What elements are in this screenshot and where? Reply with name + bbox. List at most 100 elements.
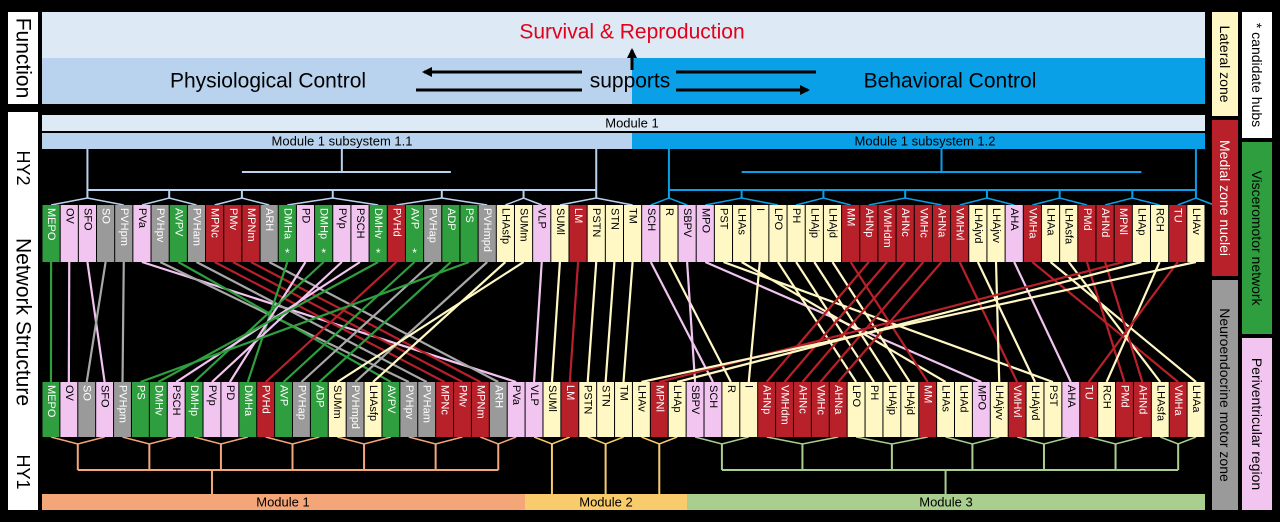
- hy1-node-label: PVp: [206, 385, 218, 406]
- connection-aha: [1013, 261, 1072, 383]
- hy2-node-so: [97, 205, 115, 262]
- hy1-module2-bar: [525, 494, 687, 510]
- supports-label: supports: [590, 70, 671, 93]
- tree-leaf-fan: [959, 197, 1015, 206]
- hy2-node-lpo: [769, 205, 787, 262]
- connection-dmhp: [193, 261, 325, 383]
- hy1-node-lhav: [632, 382, 650, 437]
- connection-tu: [1087, 261, 1179, 383]
- hy2-node-label: PMd: [1081, 208, 1093, 231]
- hy2-node-dmhp: [315, 205, 333, 262]
- hy1-node-label: LHAa: [1190, 385, 1202, 413]
- hy1-node-lhasfa: [1151, 382, 1169, 437]
- hy1-node-avpv: [382, 382, 400, 437]
- connection-vlp: [532, 261, 543, 383]
- hy2-node-label: AHNp: [863, 208, 875, 237]
- hy2-node-tu: [1169, 205, 1187, 262]
- tree-leaf-fan: [1104, 197, 1160, 206]
- hy1-node-label: TU: [1083, 385, 1095, 400]
- hy1-node-label: ARH: [492, 385, 504, 408]
- hy1-node-label: PVa: [510, 385, 522, 406]
- hy1-node-label: PVHap: [295, 385, 307, 420]
- hy2-node-pvp: [333, 205, 351, 262]
- hy2-node-lhaa: [1041, 205, 1060, 262]
- hy2-node-adp: [442, 205, 460, 262]
- hy2-node-label: VMHdm: [881, 208, 893, 248]
- hy2-node-vmhvl: [951, 205, 969, 262]
- hy1-node-pmv: [454, 382, 471, 437]
- hy2-node-pst: [714, 205, 733, 262]
- hy2-node-pva: [133, 205, 151, 262]
- connection-pstn: [586, 261, 598, 383]
- hy2-node-dmha: [278, 205, 296, 262]
- hy2-node-label: SFO: [81, 208, 93, 231]
- connection-lhajvv: [994, 261, 1001, 383]
- hy2-node-label: LHAsfa: [1063, 208, 1075, 245]
- hy2-node-label: STN: [608, 208, 620, 230]
- hy1-node-pd: [221, 382, 239, 437]
- hy1-node-lhajd: [901, 382, 919, 437]
- hub-star: *: [321, 246, 326, 260]
- tree-leaf-fan: [122, 436, 177, 445]
- hy2-node-pvhpv: [151, 205, 169, 262]
- hy2-node-lm: [569, 205, 587, 262]
- hy2-node-arh: [260, 205, 278, 262]
- tree-leaf-fan: [214, 197, 270, 206]
- hy1-node-label: PVHd: [260, 385, 272, 414]
- connection-sch: [649, 261, 714, 383]
- tree-leaf-fan: [705, 197, 779, 206]
- hy2-node-mpo: [696, 205, 714, 262]
- hy2-node-label: MEPO: [45, 208, 57, 241]
- hy1-node-label: VMHvl: [1011, 385, 1023, 417]
- connection-lhasfa: [1067, 261, 1162, 383]
- connection-ahnc: [801, 261, 906, 383]
- legend-hubs-box: [1242, 12, 1272, 138]
- connection-vmhc: [819, 261, 925, 383]
- tree-leaf-fan: [50, 197, 124, 206]
- hy1-node-ahna: [829, 382, 847, 437]
- hy1-node-label: PSCH: [170, 385, 182, 416]
- hy1-node-label: MPO: [975, 385, 987, 411]
- hy2-node-label: PVa: [136, 208, 148, 229]
- hy1-node-label: PH: [868, 385, 880, 400]
- hy1-node-label: PSTN: [582, 385, 594, 414]
- hy2-node-vmhc: [914, 205, 932, 262]
- hy2-node-label: ARH: [263, 208, 275, 231]
- hy1-side-label: HY1: [13, 454, 33, 489]
- legend-lateral-box: [1212, 12, 1238, 116]
- hy1-node-label: PD: [224, 385, 236, 400]
- hy2-node-label: VMHc: [917, 208, 929, 238]
- legend-medial-box: [1212, 120, 1238, 276]
- hy2-node-label: DMHv: [372, 208, 384, 239]
- physiological-band: [42, 58, 632, 104]
- legend-neuroendocrine-box: [1212, 280, 1238, 510]
- tree-leaf-fan: [855, 436, 928, 445]
- hy1-node-label: PS: [134, 385, 146, 400]
- hy2-node-dmhv: [369, 205, 387, 262]
- hy1-node-lhasfp: [364, 382, 382, 437]
- hy2-node-label: PMv: [227, 208, 239, 231]
- hy2-node-ph: [787, 205, 805, 262]
- tree-leaf-fan: [945, 436, 1000, 445]
- hy1-node-pvhpm: [114, 382, 131, 437]
- hy1-node-lpo: [847, 382, 865, 437]
- hy1-node-pstn: [579, 382, 597, 437]
- physiological-label: Physiological Control: [170, 70, 366, 93]
- hy2-node-label: PVHpv: [154, 208, 166, 243]
- legend-hubs-label: * candidate hubs: [1249, 23, 1265, 127]
- tree-leaf-fan: [587, 436, 624, 445]
- hy1-module2-label: Module 2: [579, 495, 632, 510]
- tree-leaf-fan: [868, 197, 942, 206]
- legend-visceromotor-label: Visceromotor network: [1249, 170, 1265, 306]
- hy2-node-label: MPNm: [245, 208, 257, 242]
- hy2-node-vmhdm: [878, 205, 896, 262]
- hy2-node-label: PST: [717, 208, 729, 230]
- hy1-node-r: [722, 382, 740, 437]
- hy2-node-pvhpm: [115, 205, 133, 262]
- hy2-node-label: SUMm: [518, 208, 530, 242]
- tree-leaf-fan: [1016, 436, 1071, 445]
- hy1-node-suml: [543, 382, 561, 437]
- hy2-node-label: SBPV: [681, 208, 693, 238]
- hy2-node-label: RCH: [1154, 208, 1166, 232]
